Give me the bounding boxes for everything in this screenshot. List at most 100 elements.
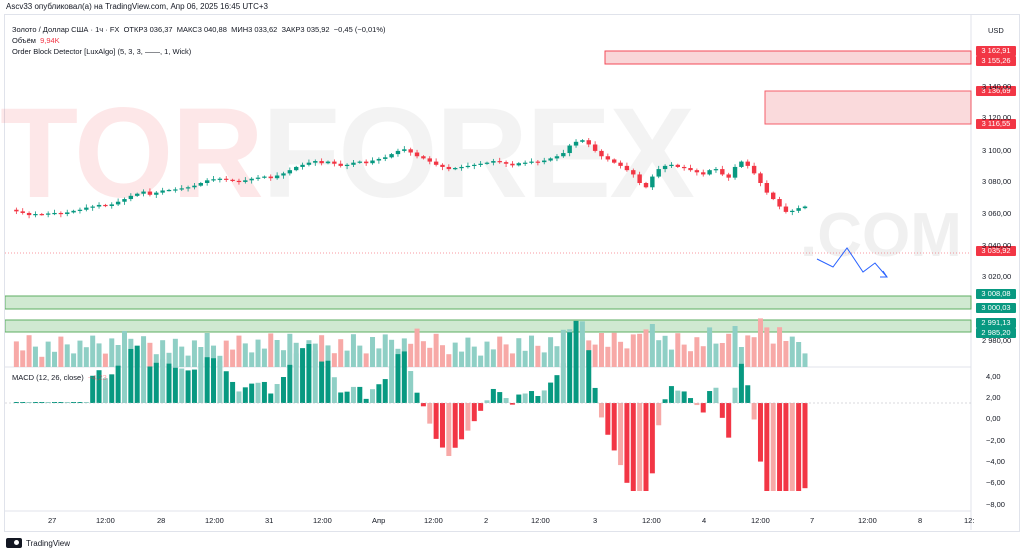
macd-histogram-bar	[439, 403, 445, 448]
macd-histogram-bar	[32, 402, 38, 403]
macd-histogram-bar	[90, 375, 96, 403]
price-tag: 3 162,91	[976, 46, 1016, 56]
macd-histogram-bar	[191, 369, 197, 403]
volume-bar	[102, 353, 108, 367]
volume-bar	[598, 333, 604, 367]
macd-histogram-bar	[713, 387, 719, 403]
tradingview-logo[interactable]: TradingView	[6, 538, 70, 548]
volume-bar	[96, 343, 102, 367]
volume-bar	[344, 350, 350, 367]
macd-histogram-bar	[796, 403, 802, 491]
volume-bar	[490, 349, 496, 367]
macd-histogram-bar	[789, 403, 795, 491]
macd-histogram-bar	[77, 402, 83, 403]
candle-body	[357, 161, 362, 163]
macd-histogram-bar	[350, 386, 356, 403]
macd-histogram-bar	[26, 402, 32, 403]
candle-body	[338, 163, 343, 166]
macd-histogram-bar	[185, 370, 191, 403]
macd-histogram-bar	[83, 402, 89, 403]
candle-body	[363, 161, 369, 164]
macd-histogram-bar	[363, 398, 369, 403]
volume-bar	[287, 333, 293, 367]
macd-histogram-bar	[414, 392, 420, 403]
ohlc-low: МИН3 033,62	[231, 25, 278, 34]
macd-histogram-bar	[274, 384, 280, 403]
time-axis-label: 28	[157, 516, 166, 525]
symbol-name[interactable]: Золото / Доллар США · 1ч · FX	[12, 25, 120, 34]
forecast-path	[816, 247, 888, 278]
candle-body	[14, 209, 19, 212]
candle-body	[408, 149, 413, 153]
macd-histogram-bar	[764, 403, 770, 491]
candle-body	[179, 188, 184, 190]
volume-bar	[783, 341, 789, 367]
macd-histogram-bar	[637, 403, 643, 491]
macd-histogram-bar	[675, 390, 681, 403]
candle-body	[662, 165, 668, 170]
candle-body	[453, 168, 458, 170]
candle-body	[732, 166, 738, 178]
price-chart-canvas[interactable]	[5, 15, 975, 530]
price-tag: 3 155,26	[976, 56, 1016, 66]
volume-bar	[13, 341, 19, 367]
candle-body	[376, 158, 382, 161]
volume-bar	[509, 353, 515, 367]
macd-histogram-bar	[611, 403, 617, 451]
macd-histogram-bar	[427, 403, 433, 424]
macd-legend[interactable]: MACD (12, 26, close) −4,23	[12, 373, 107, 382]
candle-body	[71, 210, 76, 213]
macd-histogram-bar	[420, 403, 426, 407]
indicator-legend[interactable]: Order Block Detector [LuxAlgo] (5, 3, 3,…	[12, 47, 192, 56]
volume-bar	[516, 338, 522, 367]
macd-histogram-bar	[128, 348, 134, 403]
candle-body	[478, 163, 483, 165]
macd-histogram-bar	[287, 364, 293, 403]
macd-histogram-bar	[465, 403, 471, 431]
price-axis-tick: 3 080,00	[982, 177, 1012, 186]
candle-body	[656, 169, 661, 177]
macd-histogram-bar	[249, 383, 255, 403]
macd-histogram-bar	[382, 379, 388, 403]
candle-body	[20, 211, 25, 213]
macd-histogram-bar	[280, 377, 286, 403]
candle-body	[204, 180, 210, 183]
volume-bar	[713, 343, 719, 367]
macd-axis-tick: −4,00	[986, 457, 1005, 466]
candle-body	[586, 140, 591, 145]
candle-body	[446, 166, 452, 170]
volume-bar	[637, 333, 643, 367]
volume-bar	[764, 327, 770, 367]
candle-body	[516, 163, 521, 166]
volume-bar	[230, 349, 236, 367]
candle-body	[491, 161, 496, 163]
candle-body	[713, 169, 719, 171]
macd-value: −4,23	[87, 373, 107, 382]
macd-histogram-bar	[255, 382, 261, 403]
volume-legend[interactable]: Объём 9,94K	[12, 36, 60, 45]
macd-histogram-bar	[573, 320, 579, 403]
macd-histogram-bar	[433, 403, 439, 439]
macd-histogram-bar	[586, 350, 592, 403]
candle-body	[573, 141, 579, 146]
macd-histogram-bar	[300, 348, 306, 403]
currency-label[interactable]: USD	[988, 26, 1004, 35]
macd-histogram-bar	[560, 363, 566, 403]
candle-body	[332, 161, 337, 164]
candle-body	[65, 212, 70, 215]
candle-body	[472, 164, 477, 167]
price-axis-tick: 3 020,00	[982, 272, 1012, 281]
macd-histogram-bar	[662, 399, 668, 403]
macd-histogram-bar	[331, 377, 337, 403]
candle-body	[45, 213, 51, 215]
volume-bar	[503, 344, 509, 367]
volume-bar	[478, 355, 484, 367]
candle-body	[669, 164, 674, 167]
candle-body	[701, 172, 706, 175]
candle-body	[274, 175, 280, 179]
candle-body	[739, 161, 744, 167]
volume-bar	[630, 334, 636, 367]
macd-histogram-bar	[745, 385, 751, 403]
macd-histogram-bar	[71, 402, 77, 403]
macd-histogram-bar	[293, 353, 299, 403]
